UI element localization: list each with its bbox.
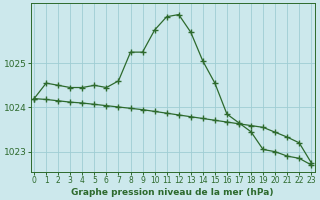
- X-axis label: Graphe pression niveau de la mer (hPa): Graphe pression niveau de la mer (hPa): [71, 188, 274, 197]
